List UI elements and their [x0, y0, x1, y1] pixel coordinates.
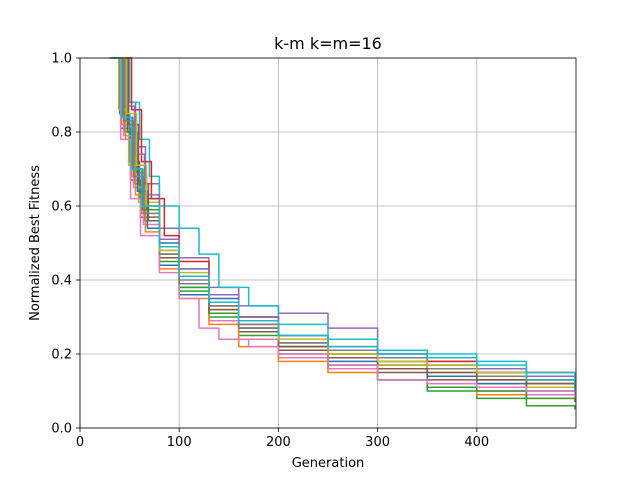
y-tick-label: 0.8 — [51, 126, 72, 141]
x-tick-label: 300 — [365, 435, 390, 450]
y-tick-label: 0.4 — [51, 274, 72, 289]
y-tick-label: 0.6 — [51, 200, 72, 215]
y-tick-label: 0.2 — [51, 348, 72, 363]
x-tick-label: 100 — [167, 435, 192, 450]
data-lines — [108, 57, 576, 410]
series-line-17 — [110, 57, 576, 395]
y-tick-label: 0.0 — [51, 422, 72, 437]
x-axis-label: Generation — [292, 456, 365, 471]
series-line-20 — [111, 57, 576, 391]
x-tick-label: 400 — [464, 435, 489, 450]
chart-title: k-m k=m=16 — [274, 34, 382, 53]
ticks: 0 100 200 300 400 0.0 0.2 0.4 0.6 0.8 1.0 — [51, 52, 489, 451]
x-tick-label: 0 — [76, 435, 84, 450]
series-line-10 — [119, 57, 576, 380]
y-axis-label: Normalized Best Fitness — [28, 165, 43, 321]
x-tick-label: 200 — [266, 435, 291, 450]
y-tick-label: 1.0 — [51, 52, 72, 67]
axes-frame — [79, 57, 577, 429]
